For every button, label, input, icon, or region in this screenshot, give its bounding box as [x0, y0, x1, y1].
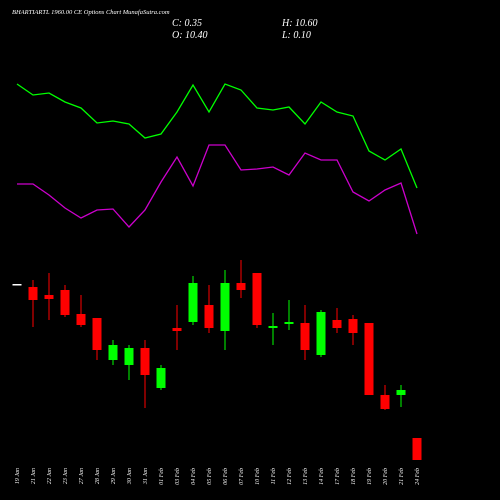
x-tick-label: 13 Feb — [303, 468, 309, 485]
x-tick-label: 21 Feb — [399, 468, 405, 485]
candle-body — [204, 305, 214, 328]
x-tick-label: 29 Jan — [111, 468, 117, 484]
x-tick-label: 07 Feb — [239, 468, 245, 485]
x-tick-label: 19 Jan — [15, 468, 21, 484]
candle-body — [284, 322, 294, 324]
x-tick-label: 05 Feb — [207, 468, 213, 485]
x-tick-label: 17 Feb — [335, 468, 341, 485]
candle-body — [252, 273, 262, 325]
x-tick-label: 11 Feb — [271, 468, 277, 484]
x-tick-label: 20 Feb — [383, 468, 389, 485]
x-tick-label: 19 Feb — [367, 468, 373, 485]
x-tick-label: 23 Jan — [63, 468, 69, 484]
x-tick-label: 04 Feb — [190, 468, 197, 485]
candle-body — [300, 323, 310, 350]
candle-body — [28, 287, 38, 300]
x-tick-label: 10 Feb — [255, 468, 261, 485]
candle-body — [316, 312, 326, 355]
x-tick-label: 12 Feb — [287, 468, 293, 485]
x-tick-label: 24 Feb — [414, 468, 421, 485]
candle-body — [12, 284, 22, 286]
candle-body — [124, 348, 134, 365]
x-tick-label: 18 Feb — [351, 468, 357, 485]
candle-body — [236, 283, 246, 290]
candle-body — [412, 438, 422, 460]
candle-body — [188, 283, 198, 322]
candle-body — [380, 395, 390, 409]
candle-body — [60, 290, 70, 315]
stat-close: C: 0.35 — [172, 18, 202, 29]
x-tick-label: 01 Feb — [159, 468, 165, 485]
indicator-line — [17, 144, 418, 235]
x-tick-label: 22 Jan — [47, 468, 53, 484]
candle-body — [348, 319, 358, 333]
x-tick-label: 14 Feb — [318, 468, 325, 485]
candle-body — [220, 283, 230, 331]
candle-body — [268, 326, 278, 328]
x-tick-label: 03 Feb — [175, 468, 181, 485]
x-tick-label: 27 Jan — [79, 468, 85, 484]
candle-body — [172, 328, 182, 331]
candle-body — [332, 320, 342, 328]
candle-body — [156, 368, 166, 388]
x-tick-label: 28 Jan — [95, 468, 101, 484]
candle-body — [140, 348, 150, 375]
candle-body — [396, 390, 406, 395]
x-tick-label: 30 Jan — [127, 468, 133, 485]
indicator-line — [16, 83, 418, 189]
candle-body — [44, 295, 54, 299]
x-tick-label: 06 Feb — [223, 468, 229, 485]
stat-low: L: 0.10 — [281, 30, 311, 41]
candle-body — [108, 345, 118, 360]
x-tick-label: 21 Jan — [31, 468, 37, 484]
chart-title: BHARTIARTL 1960.00 CE Options Chart Muna… — [12, 9, 170, 16]
stat-open: O: 10.40 — [172, 30, 208, 41]
stat-high: H: 10.60 — [281, 18, 318, 29]
x-tick-label: 31 Jan — [143, 468, 149, 485]
candle-body — [92, 318, 102, 350]
candle-body — [76, 314, 86, 325]
candle-body — [364, 323, 374, 395]
